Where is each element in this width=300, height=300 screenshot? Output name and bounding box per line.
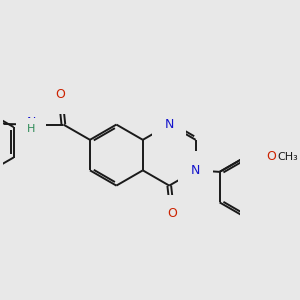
Text: N: N <box>26 116 36 129</box>
Text: N: N <box>165 118 174 131</box>
Text: CH₃: CH₃ <box>277 152 298 162</box>
Text: H: H <box>27 124 35 134</box>
Text: O: O <box>167 207 177 220</box>
Text: O: O <box>266 150 276 163</box>
Text: O: O <box>56 88 65 101</box>
Text: N: N <box>191 164 200 177</box>
